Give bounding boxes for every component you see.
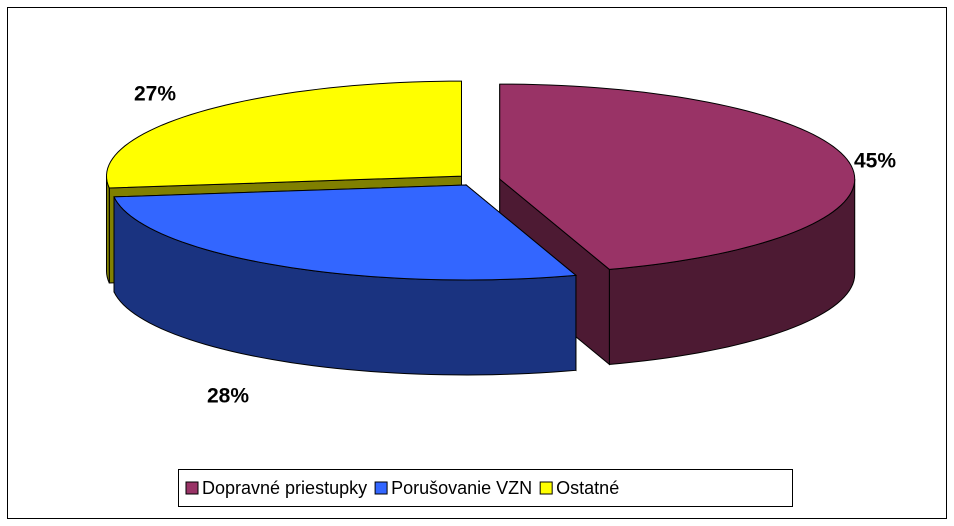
- data-label: 28%: [207, 385, 249, 408]
- legend: Dopravné priestupky Porušovanie VZN Ostatn…: [185, 478, 619, 498]
- legend-swatch: [185, 481, 199, 495]
- data-label: 27%: [134, 83, 176, 106]
- slice-wall: [105, 176, 110, 284]
- legend-label: Porušovanie VZN: [391, 478, 532, 498]
- legend-swatch: [374, 481, 388, 495]
- legend-box: [178, 469, 793, 507]
- legend-swatch: [539, 481, 553, 495]
- slice: [113, 184, 578, 281]
- legend-label: Ostatné: [556, 478, 619, 498]
- legend-label: Dopravné priestupky: [202, 478, 367, 498]
- slice: [499, 83, 856, 270]
- pie: [105, 80, 856, 376]
- data-label: 45%: [854, 150, 896, 173]
- slice: [106, 80, 462, 189]
